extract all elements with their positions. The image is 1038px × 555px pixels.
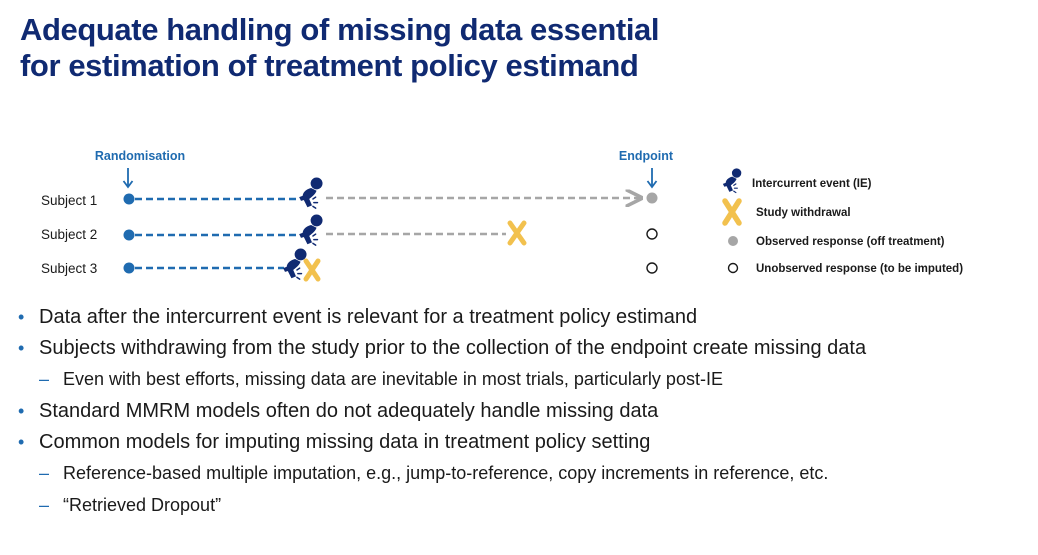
bullet-text: Subjects withdrawing from the study prio… [39, 337, 867, 359]
subject-3-timeline [123, 248, 658, 282]
legend-label: Study withdrawal [756, 207, 851, 219]
legend: Intercurrent event (IE) Study withdrawal… [722, 168, 963, 275]
bullet-marker: • [18, 307, 25, 327]
bullet-item: • Common models for imputing missing dat… [18, 430, 1018, 461]
intercurrent-event-icon [298, 214, 324, 246]
bullet-text: Standard MMRM models often do not adequa… [39, 400, 659, 422]
slide-title-line-2: for estimation of treatment policy estim… [20, 48, 639, 83]
sub-bullet-text: Reference-based multiple imputation, e.g… [63, 463, 829, 483]
legend-label: Observed response (off treatment) [756, 236, 945, 248]
legend-item-observed-response: Observed response (off treatment) [728, 236, 945, 248]
legend-item-unobserved-response: Unobserved response (to be imputed) [727, 262, 963, 275]
sub-bullet-marker: – [39, 369, 50, 389]
bullet-text: Common models for imputing missing data … [39, 431, 651, 453]
missing-data-diagram: Randomisation Endpoint Subject 1 Subject… [41, 149, 963, 282]
slide-title: Adequate handling of missing data essent… [20, 12, 659, 84]
sub-bullet-item: – “Retrieved Dropout” [18, 493, 1018, 525]
intercurrent-event-icon [722, 168, 742, 194]
randomisation-dot [123, 193, 135, 205]
unobserved-response-dot [646, 262, 658, 274]
sub-bullet-marker: – [39, 463, 50, 483]
sub-bullet-item: – Reference-based multiple imputation, e… [18, 461, 1018, 493]
bullet-marker: • [18, 401, 25, 421]
randomisation-dot [123, 229, 135, 241]
endpoint-label: Endpoint [619, 149, 674, 163]
endpoint-arrow [646, 168, 658, 189]
slide-title-line-1: Adequate handling of missing data essent… [20, 12, 660, 47]
study-withdrawal-icon [303, 258, 321, 282]
bullet-item: • Subjects withdrawing from the study pr… [18, 336, 1018, 367]
legend-label: Intercurrent event (IE) [752, 178, 872, 190]
legend-item-intercurrent-event: Intercurrent event (IE) [722, 168, 872, 194]
study-withdrawal-icon [722, 198, 742, 226]
observed-response-dot [646, 192, 658, 204]
bullet-marker: • [18, 338, 25, 358]
intercurrent-event-icon [298, 177, 324, 209]
subject-1-timeline [123, 177, 658, 209]
bullet-list: • Data after the intercurrent event is r… [18, 305, 1018, 525]
bullet-text: Data after the intercurrent event is rel… [39, 306, 698, 328]
unobserved-response-icon [727, 262, 739, 274]
sub-bullet-text: “Retrieved Dropout” [63, 495, 222, 515]
legend-item-study-withdrawal: Study withdrawal [722, 198, 851, 226]
randomisation-arrow [122, 168, 134, 189]
sub-bullet-item: – Even with best efforts, missing data a… [18, 367, 1018, 399]
subject-1-label: Subject 1 [41, 193, 97, 208]
bullet-item: • Data after the intercurrent event is r… [18, 305, 1018, 336]
unobserved-response-dot [646, 228, 658, 240]
sub-bullet-text: Even with best efforts, missing data are… [63, 369, 723, 389]
bullet-marker: • [18, 432, 25, 452]
subject-2-timeline [123, 214, 658, 246]
intercurrent-event-icon [282, 248, 308, 280]
legend-label: Unobserved response (to be imputed) [756, 263, 963, 275]
study-withdrawal-icon [507, 220, 527, 246]
observed-response-icon [728, 236, 738, 246]
randomisation-dot [123, 262, 135, 274]
subject-3-label: Subject 3 [41, 261, 97, 276]
randomisation-label: Randomisation [95, 149, 185, 163]
sub-bullet-marker: – [39, 495, 50, 515]
bullet-item: • Standard MMRM models often do not adeq… [18, 399, 1018, 430]
subject-2-label: Subject 2 [41, 227, 97, 242]
